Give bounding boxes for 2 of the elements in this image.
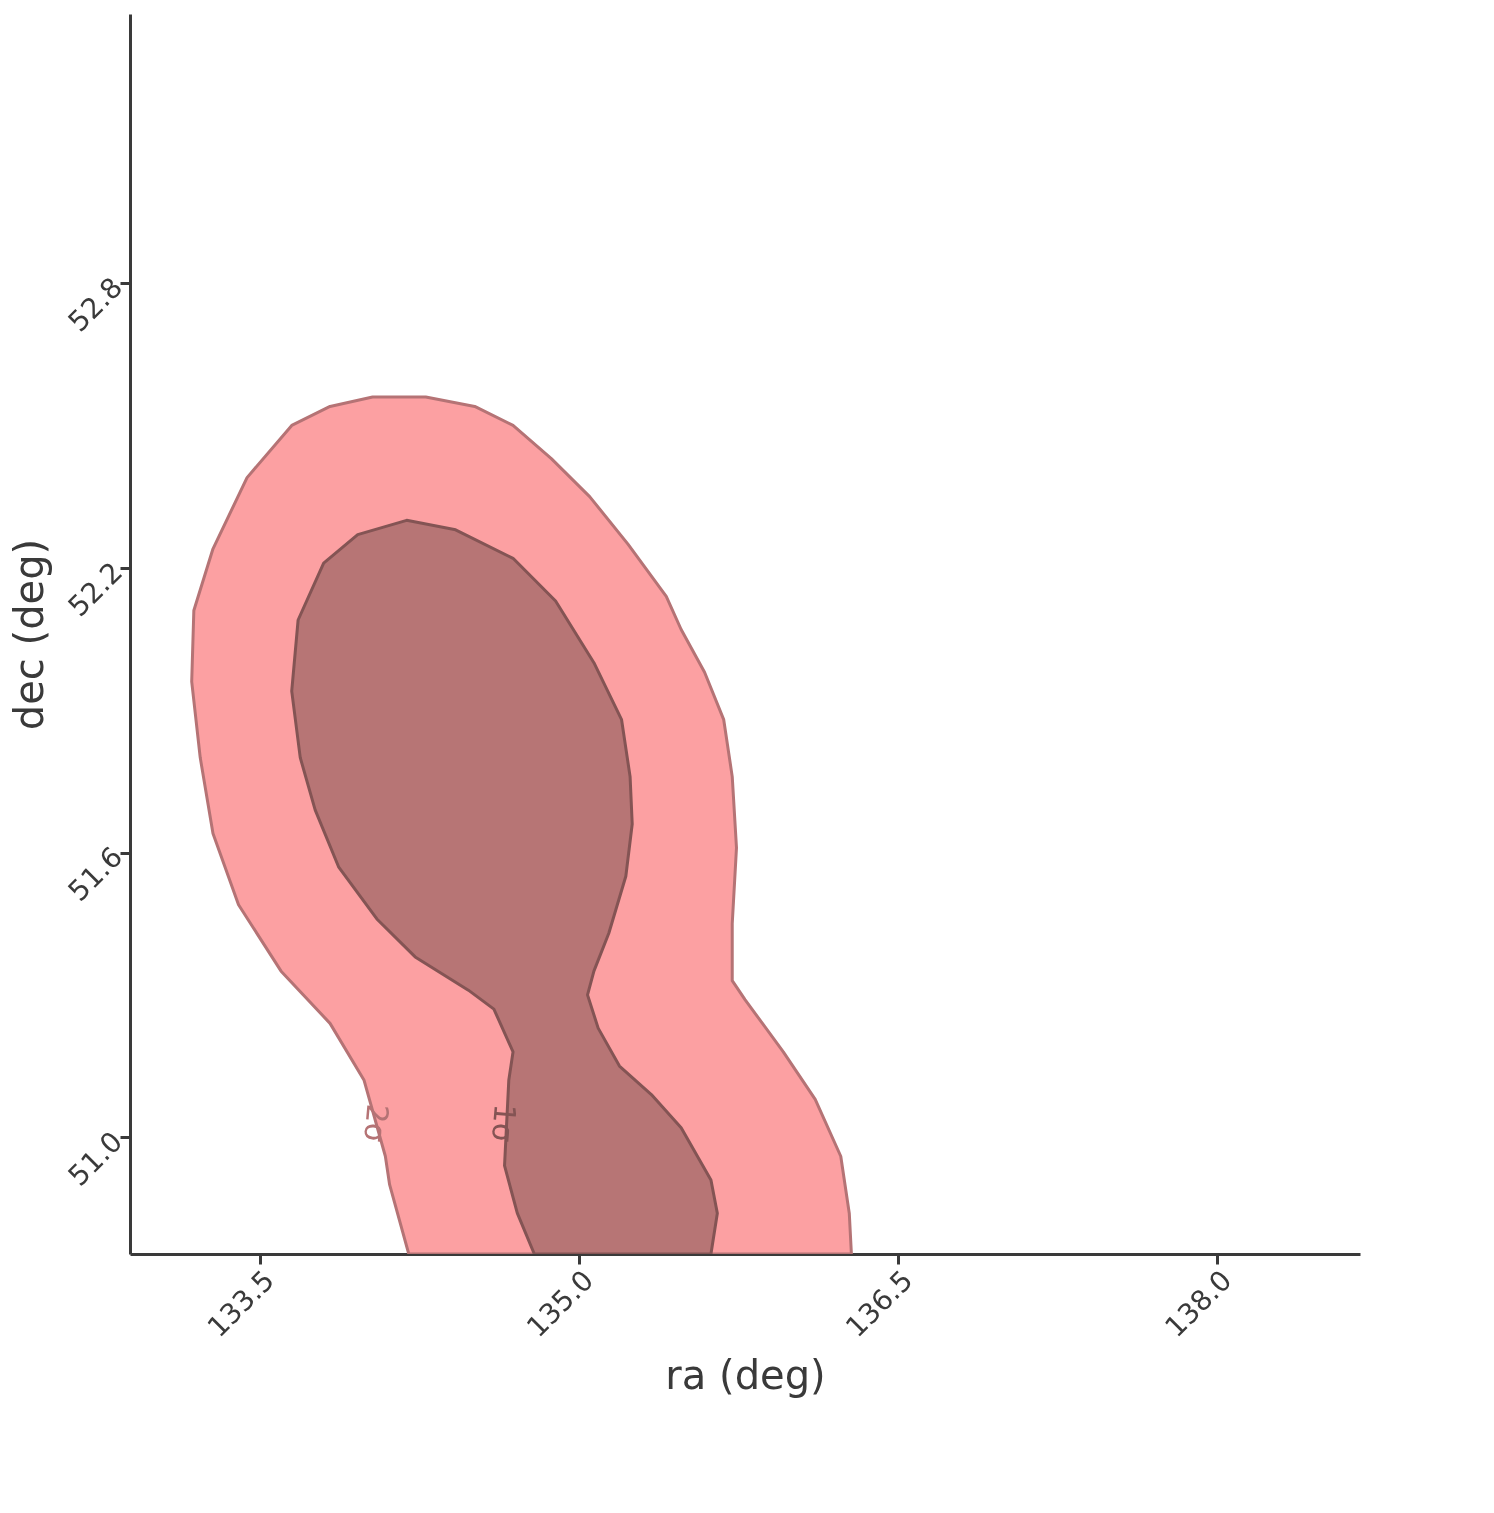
- y-axis-title: dec (deg): [5, 538, 52, 731]
- x-axis-title: ra (deg): [665, 1351, 826, 1398]
